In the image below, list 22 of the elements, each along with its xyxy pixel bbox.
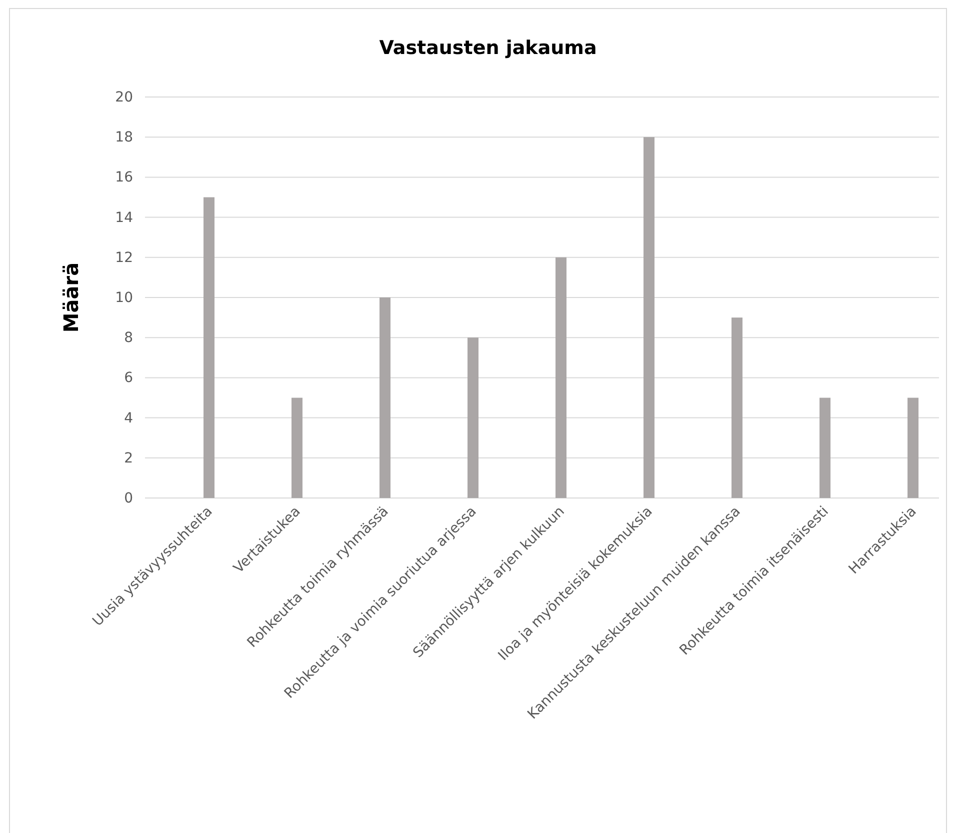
bar: [204, 197, 214, 498]
y-tick-label: 14: [115, 210, 134, 226]
y-tick-label: 16: [115, 170, 134, 186]
bar: [732, 318, 742, 498]
bar: [292, 398, 302, 498]
y-tick-label: 2: [124, 450, 133, 466]
bar: [556, 257, 566, 498]
bar: [468, 338, 478, 498]
y-axis-title: Määrä: [59, 262, 83, 333]
y-tick-label: 6: [124, 370, 134, 386]
bar: [380, 298, 390, 498]
y-tick-label: 8: [124, 330, 133, 346]
y-tick-label: 0: [124, 490, 133, 506]
y-tick-label: 20: [115, 89, 133, 106]
y-tick-label: 4: [124, 410, 134, 426]
chart-title: Vastausten jakauma: [379, 37, 597, 59]
y-tick-label: 10: [115, 290, 133, 306]
bar: [644, 137, 654, 498]
y-tick-label: 12: [115, 250, 133, 266]
bar: [820, 398, 830, 498]
y-tick-label: 18: [115, 130, 133, 146]
bar: [908, 398, 918, 498]
